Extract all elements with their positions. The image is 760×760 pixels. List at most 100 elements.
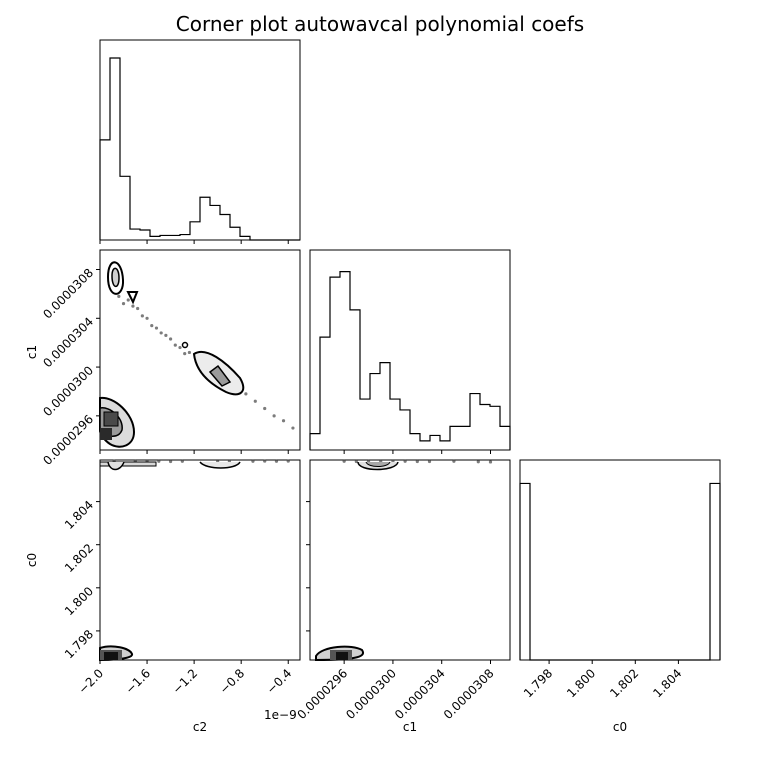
scatter-point [354,459,358,464]
tick-label: 1.802 [62,541,96,575]
histogram-c0 [519,482,721,661]
scatter-point [427,459,432,464]
scatter-point [272,414,276,418]
panel-frame [99,249,301,451]
histogram-c1 [309,271,511,450]
tick-label: 0.0000300 [343,666,399,722]
ylabel-c0: c0 [25,553,39,567]
contour-line [126,291,139,305]
tick-label: 1.800 [564,666,598,700]
panel-frame [309,249,511,451]
scatter-point [253,399,257,403]
scatter-point [488,460,493,464]
panel-frame [99,459,301,661]
tick-label: 1.798 [521,666,555,700]
scatter-point [180,459,184,463]
contours-c2-c0 [99,461,241,662]
ticks-c2-c0: −2.0 −1.6 −1.2 −0.8 −0.4 1.798 1.800 1.802 1.804 [62,498,294,697]
xlabel-c0: c0 [613,720,627,734]
histogram-step [99,57,300,241]
scatter-point [274,459,279,463]
tick-label: 1.804 [650,666,684,700]
panel-c0-histogram: 1.798 1.800 1.802 1.804 [519,459,721,700]
scatter-point [251,459,255,463]
contours-c1-c0 [315,461,399,662]
scatter-point [117,294,121,298]
contour-fill [103,411,119,427]
scatter-point [173,343,177,347]
tick-label: −1.2 [170,666,201,697]
scatter-point [164,333,168,337]
contour-line [106,261,125,295]
scatter-point [140,314,144,318]
scatter-point [263,459,267,463]
tick-label: 0.0000308 [40,266,96,322]
histogram-step [519,482,721,661]
scatter-point [145,316,149,320]
scatter-point [168,459,173,464]
scatter-point [136,306,140,311]
tick-label: 1.800 [62,584,96,618]
tick-label: 0.0000300 [40,363,96,419]
histogram-c2 [99,57,300,241]
ticks-hist-c2 [99,240,289,244]
panel-c2-histogram [99,39,301,244]
contour-fill [336,652,348,660]
contour-fill [111,267,120,288]
scatter-point [342,459,346,463]
tick-label: −2.0 [76,666,107,697]
scatter-point [263,406,267,411]
panel-c1-histogram [309,249,511,454]
tick-label: 1.804 [62,498,96,532]
panel-frame [519,459,721,661]
tick-label: −0.8 [217,666,248,697]
xlabel-c2: c2 [193,720,207,734]
tick-label: −0.4 [264,666,295,697]
histogram-step [309,271,511,450]
scatter-point [126,298,130,302]
scatter-c1-c0 [342,459,493,464]
scatter-point [168,337,173,341]
contour-line [199,461,241,469]
contour-fill [208,364,232,387]
scatter-point [121,302,126,306]
scatter-point [157,459,161,463]
tick-label: 0.0000304 [392,666,448,722]
tick-label: −1.6 [123,666,154,697]
chart-title: Corner plot autowavcal polynomial coefs [176,12,584,36]
scatter-point [244,392,248,396]
scatter-point [403,459,407,463]
ticks-c0: 1.798 1.800 1.802 1.804 [521,660,685,700]
contours-c2-c1 [99,261,245,448]
contour-line [107,461,125,471]
tick-label: 0.0000304 [40,315,96,371]
scatter-point [452,459,456,463]
ylabel-c1: c1 [25,345,39,359]
panel-frame [309,459,511,661]
scatter-point [154,326,159,330]
scatter-point [183,352,187,356]
contour-fill [100,428,112,440]
tick-label: 0.0000308 [441,666,497,722]
panel-c2-vs-c0: −2.0 −1.6 −1.2 −0.8 −0.4 1.798 1.800 1.802 1.804 [62,459,301,697]
scatter-point [150,324,154,328]
tick-label: 0.0000296 [40,412,96,468]
contour-fill [104,652,118,660]
scatter-point [281,419,286,423]
scatter-point [131,304,135,308]
xlabel-c1: c1 [403,720,417,734]
contour-fill [365,461,391,467]
scatter-point [415,459,419,464]
contour-line [181,341,189,349]
ticks-hist-c1 [343,450,491,454]
scatter-point [286,459,290,463]
scatter-point [187,350,192,355]
tick-label: 1.798 [62,627,96,661]
scatter-point [178,345,182,350]
scatter-point [159,331,163,335]
